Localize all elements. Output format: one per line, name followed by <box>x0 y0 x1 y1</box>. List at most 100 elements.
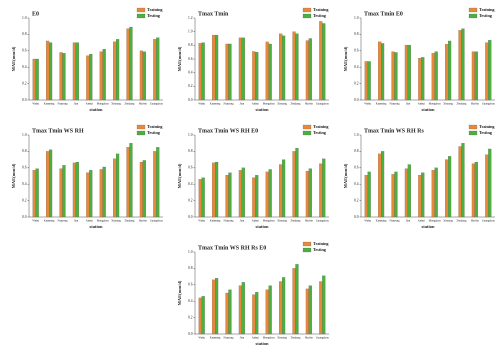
x-tick-label: Wuhu <box>364 220 371 223</box>
legend-label: Testing <box>147 130 161 135</box>
x-tick-label: Guangzhou <box>316 337 329 340</box>
bar <box>367 61 371 101</box>
legend-label: Testing <box>313 130 327 135</box>
panel: 0.0 0.2 0.4 0.6 0.8 1.0 Tmax Tmin WS RH Rs E0 M… <box>177 241 329 346</box>
y-tick-label: 0.6 <box>188 166 193 170</box>
y-tick-label: 0.4 <box>188 70 193 74</box>
bar <box>32 58 36 101</box>
bar <box>62 53 66 101</box>
x-tick-label: Guangzhou <box>316 103 329 106</box>
legend-label: Training <box>479 124 495 129</box>
bar <box>212 279 216 335</box>
bar <box>268 43 272 101</box>
x-tick-label: Nanyang <box>57 220 68 223</box>
bar <box>198 297 202 335</box>
legend-label: Training <box>147 124 163 129</box>
bar <box>431 53 435 101</box>
bar <box>488 40 492 101</box>
bar <box>381 151 385 218</box>
bar <box>126 28 130 101</box>
legend-swatch <box>468 124 478 130</box>
bar <box>212 34 216 101</box>
bar <box>113 158 117 218</box>
y-tick-label: 0.8 <box>354 32 359 36</box>
bar <box>72 162 77 218</box>
x-tick-label: Kunming <box>376 103 387 106</box>
x-tick-label: Guangzhou <box>482 103 495 106</box>
y-tick-label: 0.6 <box>22 49 27 53</box>
y-tick-label: 0.2 <box>22 81 27 85</box>
bar <box>364 175 368 218</box>
bar <box>485 154 489 218</box>
legend-swatch <box>136 7 146 13</box>
x-axis-label: station <box>89 107 102 112</box>
legend-swatch <box>302 13 312 19</box>
bar <box>265 171 269 218</box>
bar <box>32 170 36 218</box>
bar <box>46 40 50 101</box>
y-tick-label: 0.0 <box>354 215 359 219</box>
x-tick-label: Guangzhou <box>482 220 495 223</box>
x-tick-label: Kunming <box>376 220 387 223</box>
x-tick-label: Anhui <box>86 220 93 223</box>
legend-swatch <box>468 7 478 13</box>
x-tick-label: Xinyang <box>443 220 453 223</box>
panel: 0.0 0.2 0.4 0.6 0.8 1.0 Tmax Tmin E0 MAE(mm/d) s… <box>343 7 495 112</box>
bar <box>99 169 103 218</box>
bar <box>421 57 425 101</box>
bar <box>282 277 286 335</box>
y-tick-label: 0.6 <box>188 57 193 61</box>
bar <box>215 161 219 218</box>
y-axis-label: MAE(mm/d) <box>11 163 16 188</box>
bar <box>238 170 242 218</box>
y-axis-label: MAE(mm/d) <box>343 46 348 71</box>
x-tick-label: Xinyang <box>443 103 453 106</box>
x-tick-label: Wuhu <box>364 103 371 106</box>
bar <box>268 285 272 335</box>
bar <box>115 39 120 101</box>
y-tick-label: 0.8 <box>188 266 193 270</box>
x-tick-label: Mengzhou <box>263 337 276 340</box>
x-tick-label: Jian <box>74 103 79 106</box>
bar <box>142 51 146 101</box>
y-tick-label: 0.4 <box>188 299 193 303</box>
bar <box>201 42 205 101</box>
x-tick-label: Harbin <box>305 220 313 223</box>
x-tick-label: Nanyang <box>223 103 234 106</box>
bar <box>485 42 489 101</box>
bar <box>322 275 326 335</box>
bar <box>241 37 245 101</box>
x-tick-label: Nanyang <box>223 220 234 223</box>
panel: 0.0 0.2 0.4 0.6 0.8 1.0 Tmax Tmin WS RH MAE(mm/… <box>11 124 163 229</box>
bar <box>319 21 323 101</box>
bar <box>156 147 160 218</box>
y-tick-label: 0.0 <box>188 215 193 219</box>
x-axis-label: station <box>421 224 434 229</box>
bar <box>391 51 395 101</box>
bar <box>488 148 492 218</box>
bar <box>295 148 299 218</box>
y-tick-label: 1.0 <box>22 16 27 20</box>
bar <box>265 289 269 335</box>
legend-label: Testing <box>479 13 493 18</box>
bar <box>381 43 385 101</box>
x-tick-label: Zhejiang <box>291 220 302 223</box>
legend-label: Training <box>147 7 163 12</box>
bar <box>404 168 408 218</box>
x-tick-label: Wuhu <box>32 220 39 223</box>
x-tick-label: Anhui <box>418 103 425 106</box>
bar <box>228 43 232 101</box>
bar <box>215 278 219 335</box>
x-tick-label: Mengzhou <box>97 220 110 223</box>
y-tick-label: 1.0 <box>188 133 193 137</box>
y-axis-label: MAE(mm/d) <box>343 163 348 188</box>
x-tick-label: Kunming <box>44 103 55 106</box>
y-tick-label: 0.4 <box>188 182 193 186</box>
bar <box>367 171 371 218</box>
y-tick-label: 0.0 <box>22 215 27 219</box>
y-tick-label: 0.8 <box>22 149 27 153</box>
x-tick-label: Xinyang <box>277 337 287 340</box>
y-tick-label: 1.0 <box>22 133 27 137</box>
y-tick-label: 0.6 <box>188 283 193 287</box>
